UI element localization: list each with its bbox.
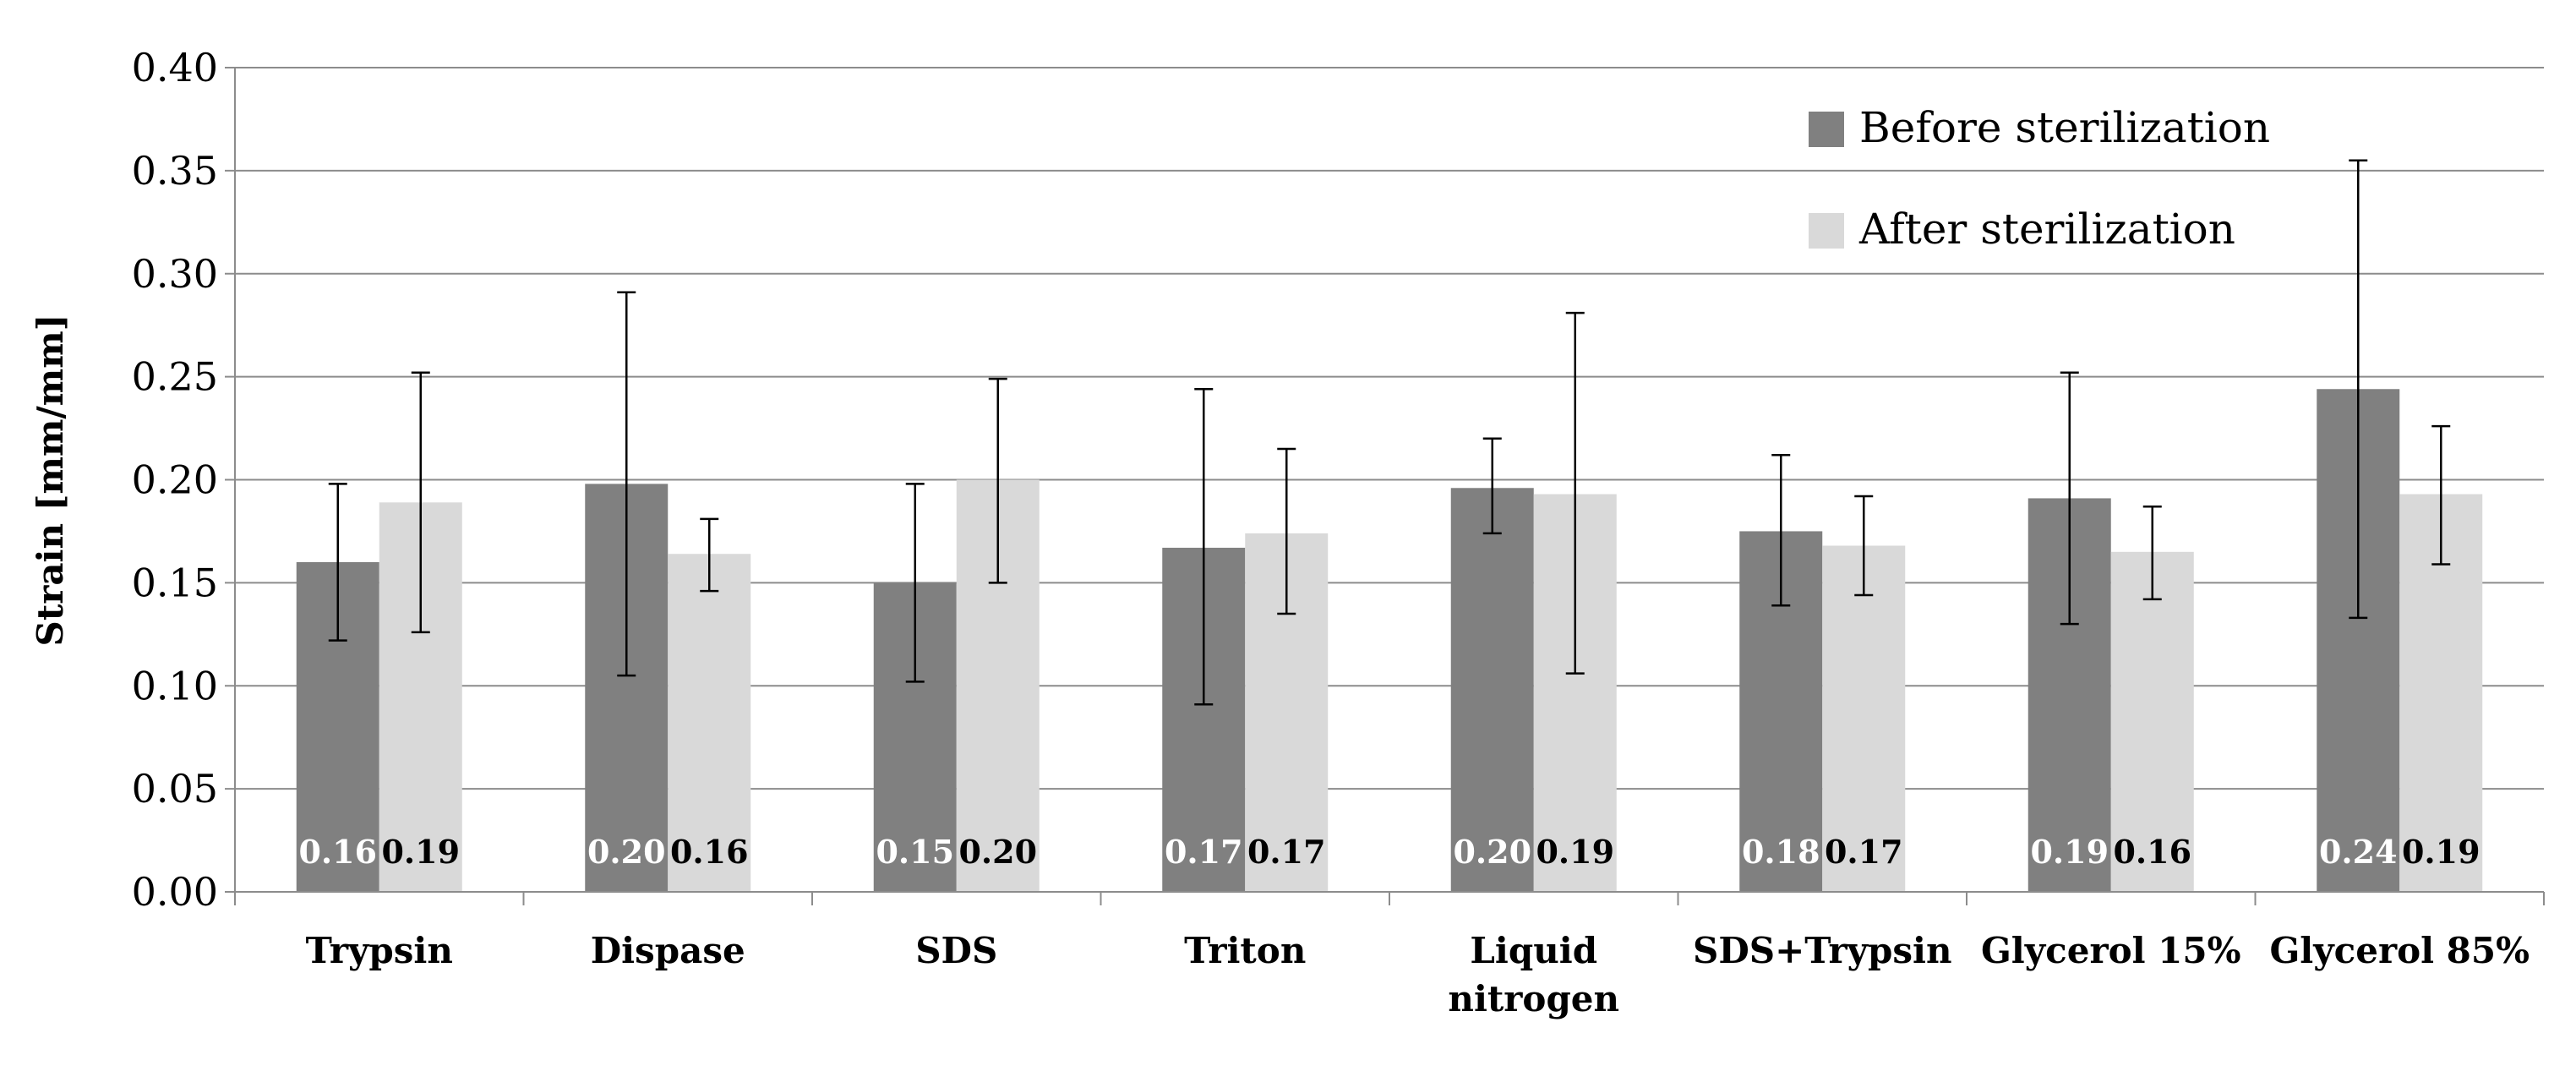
bar-after: [2110, 551, 2194, 892]
bars: [296, 389, 2483, 892]
bar-before: [1450, 488, 1534, 892]
category-label: Glycerol 85%: [2269, 930, 2530, 971]
data-label: 0.20: [587, 833, 666, 871]
data-label: 0.19: [1536, 833, 1614, 871]
category-label-line: Liquid: [1470, 930, 1597, 971]
error-bar: [1194, 388, 1214, 706]
y-tick-label: 0.25: [132, 354, 218, 400]
data-label: 0.17: [1247, 833, 1326, 871]
error-bar: [905, 483, 925, 683]
category-label: Dispase: [591, 930, 745, 971]
data-label: 0.17: [1165, 833, 1243, 871]
bar-after: [668, 554, 751, 892]
data-label: 0.19: [2402, 833, 2480, 871]
category-label-line: Dispase: [591, 930, 745, 971]
error-bars: [328, 159, 2451, 706]
gridlines: [234, 67, 2544, 892]
legend-entry: After sterilization: [1809, 205, 2235, 254]
x-axis-category-labels: Trypsin Dispase SDS Triton Liquid nitrogen SDS…: [306, 930, 2530, 1020]
error-bar: [1771, 454, 1791, 607]
data-label: 0.16: [670, 833, 749, 871]
error-bar: [617, 291, 636, 677]
error-bar: [2431, 424, 2451, 566]
error-bar: [1482, 437, 1502, 535]
legend-label: After sterilization: [1858, 205, 2235, 254]
error-bar: [988, 377, 1007, 584]
data-label: 0.20: [1453, 833, 1531, 871]
category-label-line: Glycerol 85%: [2269, 930, 2530, 971]
data-label: 0.16: [298, 833, 377, 871]
error-bar: [328, 483, 347, 642]
y-tick-label: 0.10: [132, 663, 218, 708]
error-bar: [411, 371, 430, 634]
error-bar: [2142, 505, 2162, 601]
error-bar: [2349, 159, 2368, 620]
y-axis-ticks: 0.00 0.05 0.10 0.15 0.20 0.25 0.30 0.35 0.40: [132, 45, 218, 915]
data-label: 0.19: [381, 833, 460, 871]
category-label-line: Glycerol 15%: [1981, 930, 2241, 971]
x-axis: [225, 67, 2545, 905]
legend-entry: Before sterilization: [1809, 103, 2270, 152]
error-bar: [1854, 495, 1874, 597]
category-label: Trypsin: [306, 930, 453, 971]
data-label: 0.24: [2319, 833, 2398, 871]
y-tick-label: 0.35: [132, 148, 218, 194]
legend-swatch: [1809, 112, 1844, 147]
data-labels: 0.16 0.20 0.15 0.17 0.20 0.18 0.19 0.240.19 0.16…: [298, 833, 2480, 871]
category-label: Glycerol 15%: [1981, 930, 2241, 971]
category-label-line: SDS: [915, 930, 997, 971]
category-label-line: nitrogen: [1448, 978, 1619, 1020]
error-bar: [2060, 371, 2079, 626]
legend-label: Before sterilization: [1859, 103, 2270, 152]
y-tick-label: 0.15: [132, 560, 218, 605]
category-label: Triton: [1184, 930, 1306, 971]
category-label-line: Triton: [1184, 930, 1306, 971]
y-axis-title: Strain [mm/mm]: [30, 314, 71, 646]
data-label: 0.16: [2113, 833, 2191, 871]
y-tick-label: 0.20: [132, 457, 218, 503]
data-label: 0.19: [2030, 833, 2109, 871]
y-tick-label: 0.30: [132, 251, 218, 297]
category-label: SDS+Trypsin: [1693, 930, 1952, 971]
category-label: SDS: [915, 930, 997, 971]
data-label: 0.15: [876, 833, 954, 871]
data-label: 0.20: [958, 833, 1037, 871]
y-tick-label: 0.40: [132, 45, 218, 90]
error-bar: [1277, 447, 1296, 615]
bar-after: [1822, 545, 1906, 892]
legend-swatch: [1809, 213, 1844, 249]
legend: Before sterilization After sterilization: [1809, 103, 2270, 254]
category-label-line: Trypsin: [306, 930, 453, 971]
data-label: 0.18: [1742, 833, 1820, 871]
y-tick-label: 0.05: [132, 766, 218, 812]
data-label: 0.17: [1825, 833, 1903, 871]
category-label-line: SDS+Trypsin: [1693, 930, 1952, 971]
category-label: Liquid nitrogen: [1448, 930, 1619, 1020]
y-tick-label: 0.00: [132, 869, 218, 915]
error-bar: [700, 517, 719, 593]
error-bar: [1565, 311, 1585, 675]
